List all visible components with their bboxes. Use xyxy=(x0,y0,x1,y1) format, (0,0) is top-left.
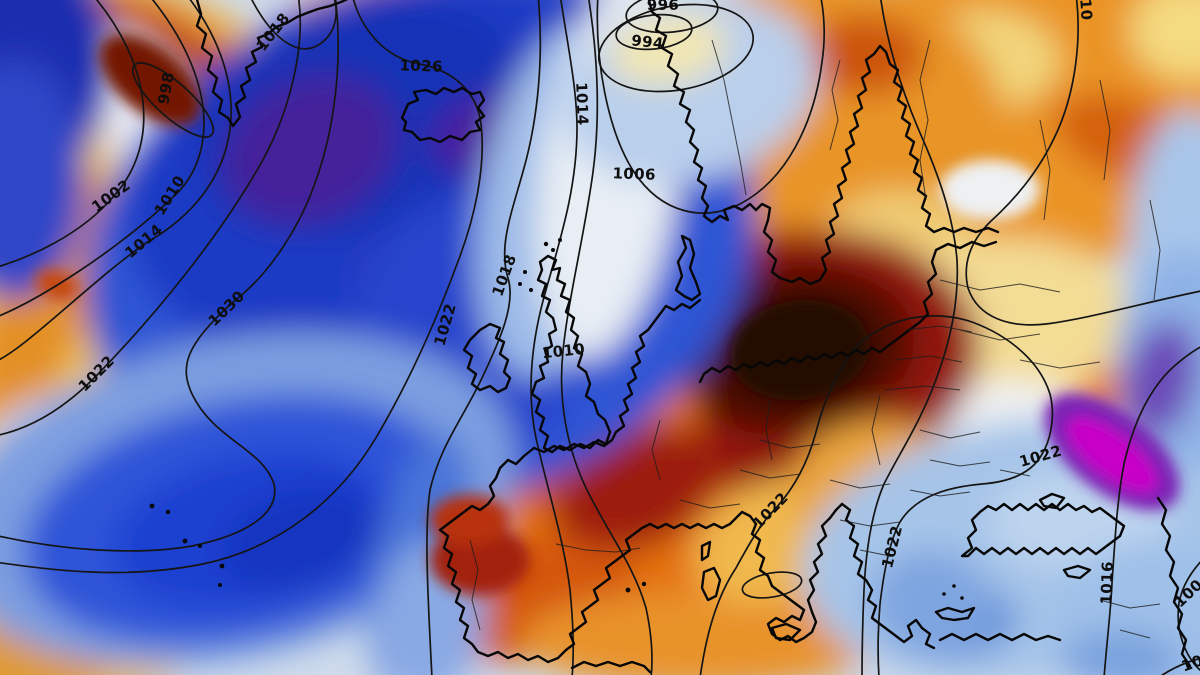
island-azores xyxy=(218,583,222,587)
coast-caspian xyxy=(1156,496,1192,668)
coast-crimea xyxy=(1038,492,1066,510)
isobar-994 xyxy=(615,13,693,51)
isobar-label-1026: 1026 xyxy=(399,56,443,76)
coast-ireland xyxy=(462,322,512,394)
island-balearics xyxy=(625,587,631,593)
borders-layer xyxy=(469,39,1161,639)
island-hebrides xyxy=(529,288,533,292)
coast-iberia xyxy=(438,522,652,664)
island-orkney xyxy=(558,238,562,242)
coast-france-med-italy xyxy=(648,502,844,644)
isobar-label-topright: 10 xyxy=(1076,0,1095,21)
island-azores xyxy=(198,544,202,548)
coast-sicily xyxy=(770,622,802,642)
isobar-1008 xyxy=(1177,561,1200,672)
island-azores xyxy=(149,503,155,509)
island-balearics xyxy=(641,581,647,587)
island-azores xyxy=(165,509,171,515)
coast-adriatic-greece xyxy=(840,502,936,650)
isobar-1026 xyxy=(0,0,484,574)
coastlines-layer xyxy=(149,0,1192,674)
isobar-label-corner: 10 xyxy=(1179,651,1200,675)
isobar-1014-east xyxy=(530,0,578,675)
isobar-1022-west xyxy=(0,0,301,436)
isobar-1010-west xyxy=(0,0,205,317)
island-shetland xyxy=(543,241,549,247)
island-azores xyxy=(182,538,188,544)
isobar-1022-closed xyxy=(741,571,803,599)
coast-iceland xyxy=(400,86,486,144)
coast-greenland xyxy=(195,0,349,128)
isobar-corner xyxy=(1160,657,1200,675)
isobar-1014-west xyxy=(0,0,232,361)
coast-baltic-south xyxy=(698,240,998,384)
coast-cyprus xyxy=(1062,564,1092,580)
island-aegean xyxy=(952,584,956,588)
island-hebrides xyxy=(518,282,522,286)
isobar-label-998: 998 xyxy=(154,71,177,106)
coast-denmark xyxy=(674,234,702,302)
coast-northsea-channel xyxy=(446,298,702,526)
isobar-1018-east xyxy=(426,0,542,675)
island-hebrides xyxy=(523,270,527,274)
coast-crete xyxy=(934,606,976,622)
isobar-russia xyxy=(861,0,959,675)
coast-scandinavia xyxy=(647,0,1000,286)
isobar-1010-east xyxy=(560,0,653,675)
coast-corsica-sardinia xyxy=(700,540,722,602)
coast-blacksea xyxy=(960,502,1126,558)
coast-aegean-turkey xyxy=(938,632,1062,642)
isobar-1016 xyxy=(1103,346,1200,675)
coast-africa xyxy=(570,660,652,674)
island-azores xyxy=(219,563,225,569)
isobar-label-1010e: 1010 xyxy=(541,340,586,362)
isobar-1030 xyxy=(0,0,339,552)
isobar-label-1016: 1016 xyxy=(1097,561,1117,605)
island-shetland xyxy=(551,248,555,252)
island-aegean xyxy=(942,592,946,596)
island-aegean xyxy=(960,596,964,600)
isobar-label-1006: 1006 xyxy=(612,164,656,184)
isobar-label-994: 994 xyxy=(630,31,664,52)
coast-britain xyxy=(530,254,612,454)
isobar-label-996: 996 xyxy=(647,0,680,14)
isobar-topright xyxy=(965,0,1200,326)
isobar-1002 xyxy=(0,0,145,268)
isobar-label-1014e: 1014 xyxy=(572,82,592,126)
